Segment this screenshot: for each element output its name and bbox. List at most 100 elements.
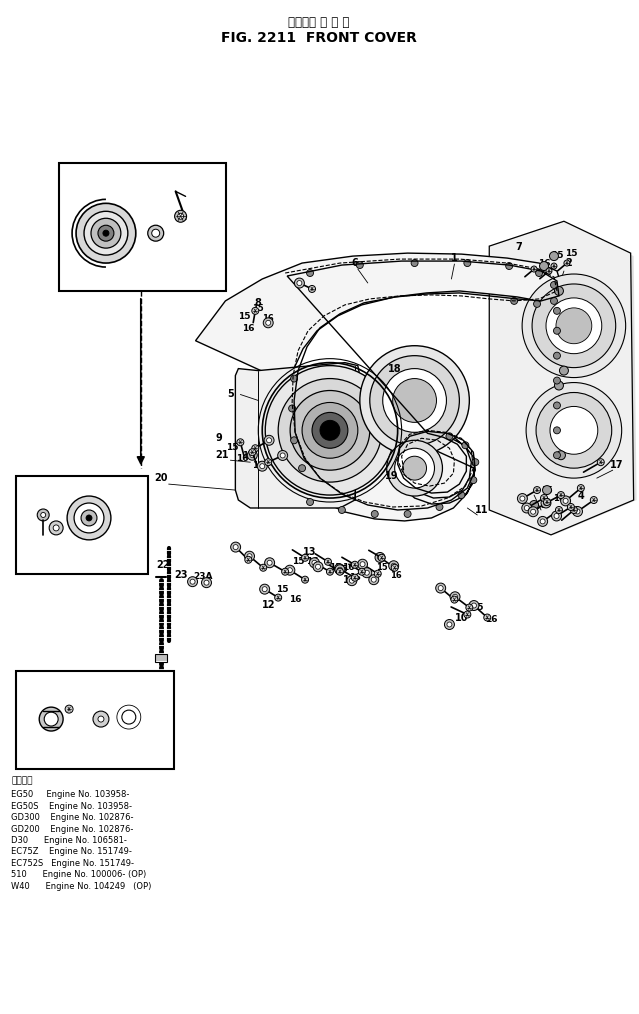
Circle shape [178,213,183,219]
Text: 16: 16 [538,259,550,268]
Text: 7: 7 [516,242,523,252]
Circle shape [278,378,381,482]
Circle shape [383,369,447,432]
Circle shape [571,507,578,513]
Circle shape [560,496,571,506]
Circle shape [74,503,104,533]
Circle shape [334,564,344,574]
Circle shape [357,262,364,269]
Circle shape [550,282,557,288]
Circle shape [371,510,378,517]
Circle shape [522,503,532,513]
Circle shape [258,461,267,472]
Circle shape [541,498,551,508]
Circle shape [526,382,622,479]
Circle shape [528,507,538,517]
Circle shape [174,210,187,222]
Circle shape [464,260,471,267]
Circle shape [49,521,63,534]
Circle shape [472,603,477,608]
Text: 25: 25 [35,476,48,485]
Circle shape [290,390,370,470]
Circle shape [446,433,453,440]
Circle shape [103,230,109,236]
Text: 9: 9 [215,433,222,443]
Circle shape [309,286,316,292]
Text: 適用機種: 適用機種 [12,777,33,785]
Circle shape [536,392,612,468]
Circle shape [462,442,469,449]
Bar [17,477,148,574]
Circle shape [550,251,558,261]
Circle shape [551,511,562,521]
Circle shape [252,307,259,314]
Circle shape [464,611,471,618]
Circle shape [550,407,598,454]
Circle shape [505,263,512,270]
Text: 15: 15 [551,250,563,260]
Text: EC75Z    Engine No. 151749-: EC75Z Engine No. 151749- [12,848,132,857]
Circle shape [531,266,537,272]
Circle shape [307,499,314,506]
Circle shape [404,510,411,517]
Circle shape [371,577,376,582]
Circle shape [86,515,92,521]
Circle shape [532,284,616,368]
Circle shape [265,558,275,568]
Circle shape [53,525,59,531]
Text: D30      Engine No. 106581-: D30 Engine No. 106581- [12,837,127,845]
Circle shape [325,559,332,565]
Text: 16: 16 [236,453,249,462]
Circle shape [438,586,443,590]
Circle shape [543,486,551,495]
Bar [155,654,167,662]
Text: 10: 10 [454,612,468,623]
Circle shape [259,584,270,594]
Circle shape [358,560,367,569]
Circle shape [450,592,460,601]
Circle shape [573,506,583,516]
Text: 20: 20 [112,476,126,485]
Circle shape [484,614,491,621]
Circle shape [535,270,543,277]
Circle shape [65,705,73,713]
Text: 15: 15 [336,565,348,574]
Text: 3: 3 [541,500,548,510]
Circle shape [307,270,314,277]
Circle shape [544,501,548,506]
Text: EG50S    Engine No. 103958-: EG50S Engine No. 103958- [12,802,132,811]
Circle shape [567,504,574,510]
Text: 25: 25 [82,671,96,681]
Circle shape [551,263,557,269]
Circle shape [375,553,385,563]
Text: 23A: 23A [193,572,212,581]
Polygon shape [489,221,636,534]
Circle shape [554,513,559,518]
Text: 15: 15 [238,312,250,321]
Circle shape [524,506,529,510]
Circle shape [564,260,570,266]
Circle shape [39,707,63,731]
Text: 1: 1 [451,254,458,263]
Circle shape [148,225,164,241]
Circle shape [312,413,348,448]
Circle shape [575,509,580,514]
Text: 13: 13 [304,547,317,557]
Circle shape [302,576,309,583]
Text: GD300    Engine No. 102876-: GD300 Engine No. 102876- [12,813,134,822]
Circle shape [265,366,395,495]
Circle shape [98,716,104,722]
Text: 5: 5 [227,389,234,400]
Circle shape [316,564,321,569]
Circle shape [249,449,256,455]
Circle shape [84,211,128,256]
Text: 15: 15 [292,558,304,566]
Circle shape [578,485,584,492]
Circle shape [275,594,282,601]
Circle shape [201,578,212,588]
Circle shape [266,320,271,325]
Circle shape [263,317,273,328]
Bar [17,671,174,769]
Text: 16: 16 [553,494,565,503]
Text: EG50     Engine No. 103958-: EG50 Engine No. 103958- [12,790,130,799]
